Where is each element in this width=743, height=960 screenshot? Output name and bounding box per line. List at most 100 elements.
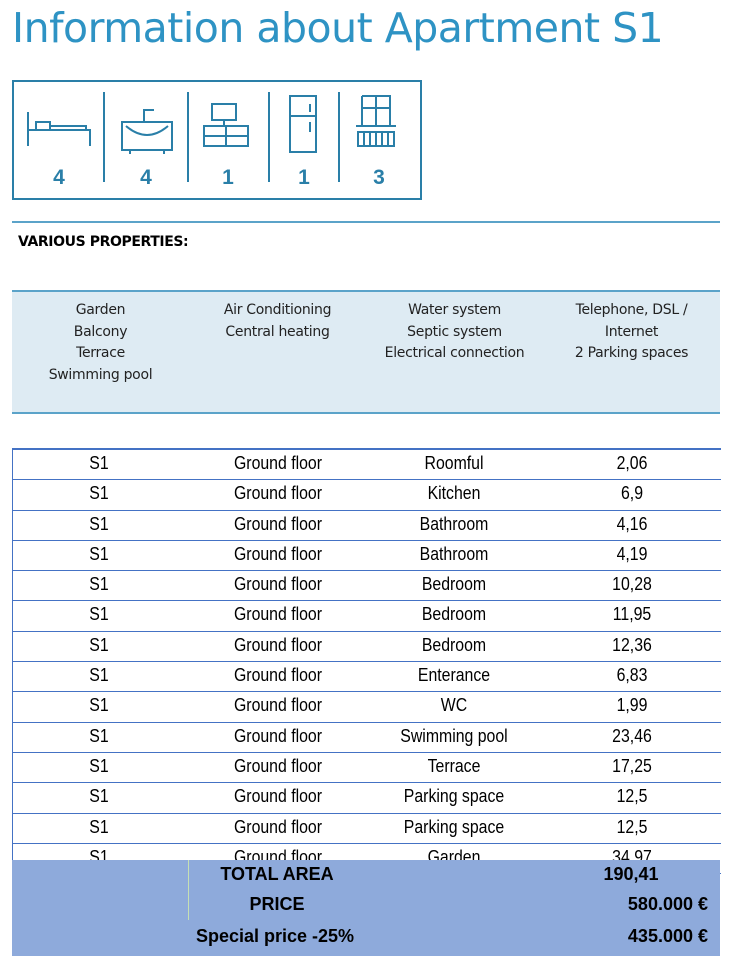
table-cell: Ground floor <box>233 755 323 776</box>
table-cell: WC <box>440 695 468 716</box>
table-cell: S1 <box>89 725 109 746</box>
table-row: S1 Ground floor Bedroom 12,36 <box>13 632 721 663</box>
amenity-box: 4 4 1 1 3 <box>12 80 422 200</box>
price-label: PRICE <box>249 894 305 914</box>
table-row: S1 Ground floor Bathroom 4,16 <box>13 511 721 541</box>
section-heading: VARIOUS PROPERTIES: <box>18 234 189 250</box>
amenity-count: 3 <box>373 166 385 189</box>
property-item: Central heating <box>225 323 330 340</box>
table-cell: S1 <box>89 604 109 625</box>
table-cell: 4,16 <box>616 513 648 534</box>
total-value: 190,41 <box>603 864 659 884</box>
table-cell: 11,95 <box>612 604 652 625</box>
table-cell: Ground floor <box>233 634 323 655</box>
property-item: Telephone, DSL / <box>575 302 688 318</box>
table-row: S1 Ground floor Terrace 17,25 <box>13 753 721 784</box>
table-cell: S1 <box>89 665 109 686</box>
table-cell: Bedroom <box>421 634 487 655</box>
table-cell: Ground floor <box>233 725 323 746</box>
table-cell: Ground floor <box>233 513 323 534</box>
property-item: Balcony <box>73 323 128 340</box>
sink-icon <box>121 109 173 154</box>
table-row: S1 Ground floor Parking space 12,5 <box>13 783 721 814</box>
table-row: S1 Ground floor Bathroom 4,19 <box>13 541 721 572</box>
table-row: S1 Ground floor Enterance 6,83 <box>13 662 721 693</box>
table-cell: Ground floor <box>233 604 323 625</box>
amenity-count: 1 <box>298 166 310 189</box>
table-cell: 23,46 <box>612 725 652 746</box>
table-cell: Ground floor <box>233 574 323 595</box>
table-cell: 10,28 <box>612 574 652 595</box>
table-row: S1 Ground floor Roomful 2,06 <box>13 450 721 481</box>
table-cell: S1 <box>89 483 109 504</box>
table-row: S1 Ground floor Parking space 12,5 <box>13 814 721 844</box>
special-label: Special price -25% <box>195 926 355 946</box>
table-cell: 2,06 <box>616 453 648 473</box>
table-cell: 6,83 <box>616 665 648 686</box>
property-item: Electrical connection <box>384 345 525 361</box>
room-table: S1 Ground floor Roomful 2,06 S1 Ground floor K… <box>12 448 721 875</box>
table-cell: Kitchen <box>427 483 481 504</box>
property-item: Garden <box>75 302 126 318</box>
table-cell: S1 <box>89 816 109 837</box>
table-cell: 12,5 <box>616 786 648 807</box>
separator <box>12 221 720 223</box>
amenity-count: 1 <box>222 166 234 189</box>
table-row: S1 Ground floor Swimming pool 23,46 <box>13 723 721 753</box>
table-cell: 1,99 <box>616 695 648 716</box>
table-cell: Swimming pool <box>400 725 508 746</box>
table-cell: S1 <box>89 543 109 564</box>
table-cell: Bathroom <box>419 513 489 534</box>
page-title: Information about Apartment S1 <box>12 4 664 52</box>
table-cell: S1 <box>89 634 109 655</box>
table-cell: Ground floor <box>233 453 323 473</box>
table-cell: Ground floor <box>233 695 323 716</box>
table-cell: 6,9 <box>620 483 644 504</box>
special-value: 435.000 € <box>627 926 708 946</box>
total-label: TOTAL AREA <box>220 864 334 884</box>
tv-cabinet-icon <box>203 103 249 147</box>
table-cell: S1 <box>89 786 109 807</box>
table-cell: S1 <box>89 453 109 473</box>
table-cell: Parking space <box>403 786 505 807</box>
table-cell: Bathroom <box>419 543 489 564</box>
property-item: 2 Parking spaces <box>574 345 689 361</box>
amenity-count: 4 <box>53 166 65 189</box>
property-column: Garden Balcony Terrace Swimming pool <box>12 300 189 386</box>
table-cell: Terrace <box>427 755 481 776</box>
table-cell: S1 <box>89 755 109 776</box>
property-item: Water system <box>408 302 501 318</box>
table-cell: Ground floor <box>233 816 323 837</box>
table-cell: Ground floor <box>233 543 323 564</box>
amenity-count: 4 <box>140 166 152 189</box>
table-cell: Ground floor <box>233 665 323 686</box>
table-cell: Ground floor <box>233 483 323 504</box>
table-cell: S1 <box>89 574 109 595</box>
table-row: S1 Ground floor Bedroom 10,28 <box>13 571 721 602</box>
balcony-icon <box>356 95 396 147</box>
table-cell: Roomful <box>424 453 484 473</box>
table-cell: 17,25 <box>612 755 652 776</box>
table-row: S1 Ground floor Bedroom 11,95 <box>13 601 721 632</box>
table-cell: S1 <box>89 513 109 534</box>
summary-band: TOTAL AREA 190,41 PRICE 580.000 € Special pr… <box>12 860 720 956</box>
table-cell: Bedroom <box>421 574 487 595</box>
amenity-icons <box>27 92 396 182</box>
divider <box>188 860 189 920</box>
table-row: S1 Ground floor WC 1,99 <box>13 692 721 723</box>
table-row: S1 Ground floor Kitchen 6,9 <box>13 480 721 511</box>
table-cell: 4,19 <box>616 543 648 564</box>
property-column: Water system Septic system Electrical conn… <box>366 300 543 365</box>
table-cell: Ground floor <box>233 786 323 807</box>
bed-icon <box>27 112 91 146</box>
table-cell: Enterance <box>417 665 491 686</box>
fridge-icon <box>289 95 317 153</box>
table-cell: Bedroom <box>421 604 487 625</box>
table-cell: 12,36 <box>612 634 652 655</box>
table-cell: Parking space <box>403 816 505 837</box>
property-item: Septic system <box>407 323 502 340</box>
property-column: Air Conditioning Central heating <box>189 300 366 343</box>
table-cell: S1 <box>89 695 109 716</box>
property-item: Swimming pool <box>48 366 153 383</box>
